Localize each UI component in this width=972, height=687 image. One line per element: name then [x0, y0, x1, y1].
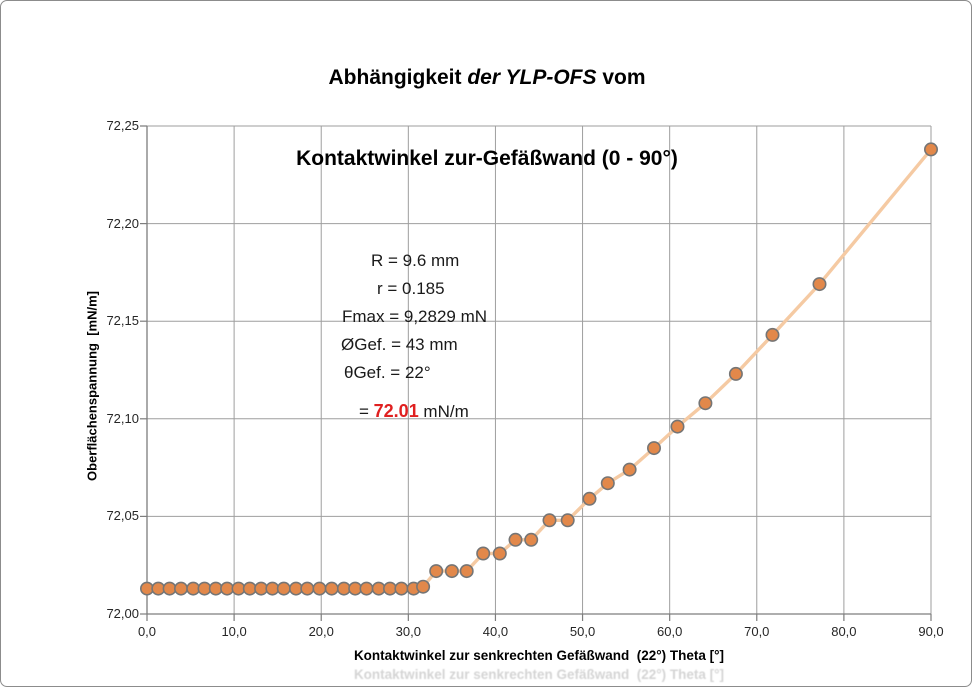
data-point-marker [698, 396, 713, 411]
x-axis-title-ghost: Kontaktwinkel zur senkrechten Gefäßwand … [353, 667, 725, 682]
data-point-marker [300, 581, 315, 596]
data-point-marker [765, 327, 780, 342]
annotation-line: θGef. = 22° [344, 363, 431, 382]
data-point-marker [492, 546, 507, 561]
annotation-line: R = 9.6 mm [371, 251, 460, 270]
data-point-marker [220, 581, 235, 596]
data-point-marker [524, 532, 539, 547]
data-point-marker [174, 581, 189, 596]
annotation-line: ØGef. = 43 mm [341, 335, 458, 354]
x-tick-label: 80,0 [831, 624, 857, 639]
chart-title-italic-part: der YLP-OFS [467, 66, 597, 89]
x-tick-label: 10,0 [221, 624, 247, 639]
data-point-marker [324, 581, 339, 596]
annotation-lines: R = 9.6 mm r = 0.185 Fmax = 9,2829 mN ØGef.… [341, 247, 487, 387]
data-point-marker [265, 581, 280, 596]
data-point-marker [359, 581, 374, 596]
chart-title-line1: Abhängigkeit der YLP-OFS vom [328, 66, 646, 89]
x-tick-label: 30,0 [395, 624, 421, 639]
data-point-marker [162, 581, 177, 596]
x-tick-label: 90,0 [918, 624, 944, 639]
annotation-line: r = 0.185 [377, 279, 445, 298]
y-tick-label: 72,25 [106, 118, 139, 133]
data-point-marker [382, 581, 397, 596]
y-tick-label: 72,20 [106, 215, 139, 231]
x-tick-label: 20,0 [308, 624, 334, 639]
y-tick-label: 72,15 [106, 313, 139, 329]
data-point-marker [670, 419, 685, 434]
y-tick-label: 72,10 [106, 410, 139, 426]
x-tick-label: 0,0 [137, 624, 157, 639]
data-point-marker [600, 476, 615, 491]
chart-title: Abhängigkeit der YLP-OFS vom Kontaktwink… [1, 10, 971, 226]
data-point-marker [444, 564, 459, 579]
annotation-result: = 72.01 mN/m [359, 397, 487, 426]
data-point-marker [276, 581, 291, 596]
data-point-marker [394, 581, 409, 596]
x-tick-label: 60,0 [657, 624, 683, 639]
annotation-box: R = 9.6 mm r = 0.185 Fmax = 9,2829 mN ØGef.… [341, 247, 487, 426]
x-tick-label: 70,0 [744, 624, 770, 639]
annotation-line: Fmax = 9,2829 mN [342, 307, 488, 326]
x-tick-label: 40,0 [482, 624, 509, 639]
x-tick-label: 50,0 [569, 624, 596, 639]
data-point-marker [429, 564, 444, 579]
data-point-marker [542, 513, 557, 528]
data-point-marker [459, 564, 474, 579]
result-unit: mN/m [418, 402, 469, 421]
data-point-marker [646, 441, 661, 456]
data-point-marker [622, 462, 637, 477]
data-point-marker [812, 277, 827, 292]
data-point-marker [312, 581, 327, 596]
result-value: 72.01 [373, 401, 419, 421]
chart-title-line2: Kontaktwinkel zur-Gefäßwand (0 - 90°) [296, 147, 678, 170]
data-point-marker [560, 513, 575, 528]
data-point-marker [582, 491, 597, 506]
y-tick-label: 72,00 [106, 606, 139, 621]
data-point-marker [728, 366, 743, 381]
data-point-marker [508, 532, 523, 547]
data-point-marker [476, 546, 491, 561]
data-point-marker [416, 579, 431, 594]
result-equals: = [359, 402, 374, 421]
data-point-marker [923, 142, 938, 157]
y-tick-label: 72,05 [106, 508, 139, 524]
x-axis-title: Kontaktwinkel zur senkrechten Gefäßwand … [353, 648, 725, 663]
